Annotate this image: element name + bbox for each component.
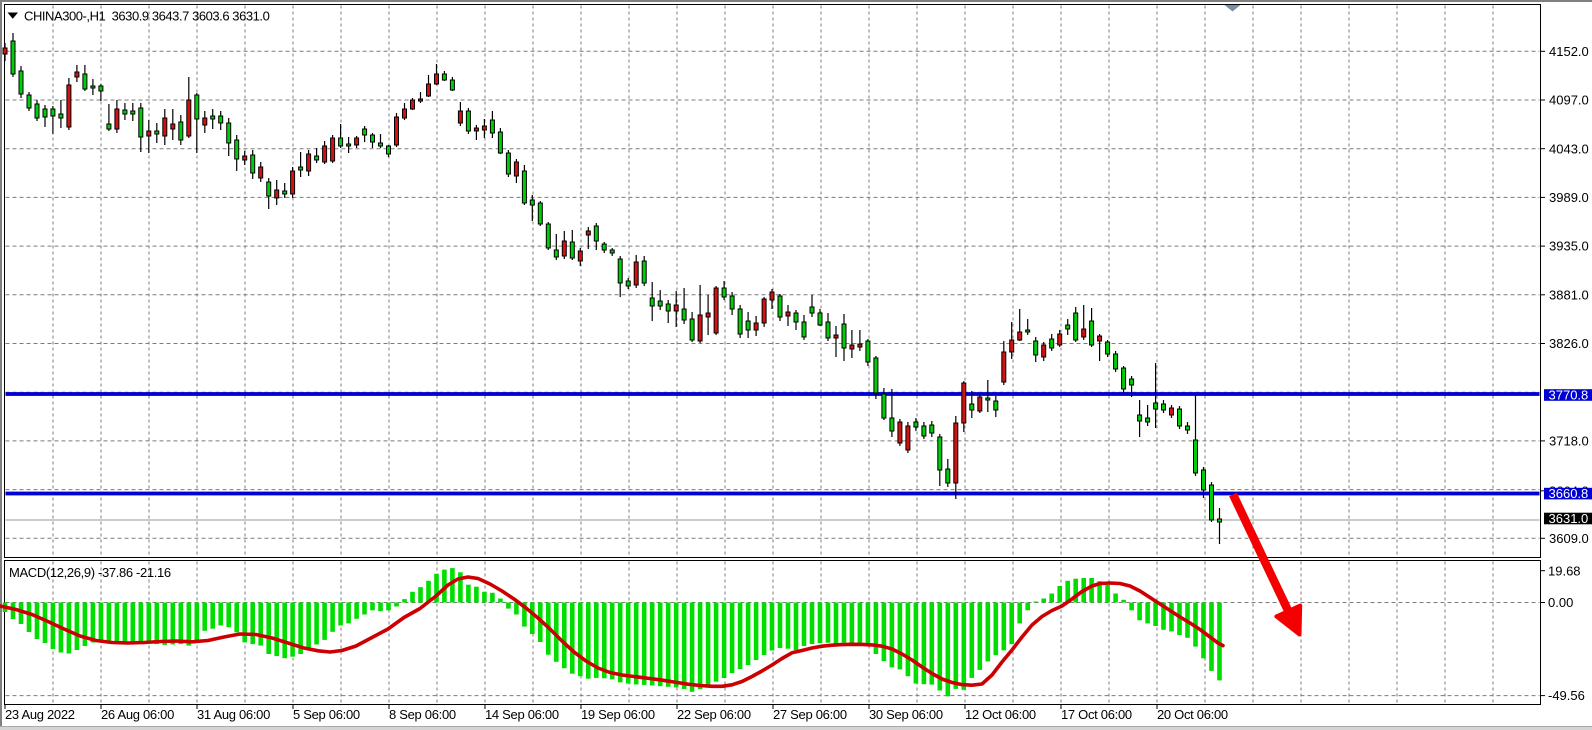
svg-text:MACD(12,26,9) -37.86 -21.16: MACD(12,26,9) -37.86 -21.16 bbox=[9, 565, 171, 580]
svg-text:3718.0: 3718.0 bbox=[1549, 434, 1589, 449]
svg-text:3881.0: 3881.0 bbox=[1549, 287, 1589, 302]
svg-text:22 Sep 06:00: 22 Sep 06:00 bbox=[677, 707, 751, 722]
svg-text:20 Oct 06:00: 20 Oct 06:00 bbox=[1157, 707, 1228, 722]
svg-text:23 Aug 2022: 23 Aug 2022 bbox=[5, 707, 75, 722]
svg-text:4043.0: 4043.0 bbox=[1549, 141, 1589, 156]
svg-text:4152.0: 4152.0 bbox=[1549, 44, 1589, 59]
svg-text:4097.0: 4097.0 bbox=[1549, 93, 1589, 108]
svg-text:3631.0: 3631.0 bbox=[1549, 511, 1589, 526]
svg-text:3609.0: 3609.0 bbox=[1549, 531, 1589, 546]
svg-text:31 Aug 06:00: 31 Aug 06:00 bbox=[197, 707, 270, 722]
svg-text:CHINA300-,H1 3630.9 3643.7 36: CHINA300-,H1 3630.9 3643.7 3603.6 3631.0 bbox=[24, 9, 270, 24]
svg-text:3826.0: 3826.0 bbox=[1549, 336, 1589, 351]
svg-text:14 Sep 06:00: 14 Sep 06:00 bbox=[485, 707, 559, 722]
svg-text:12 Oct 06:00: 12 Oct 06:00 bbox=[965, 707, 1036, 722]
svg-text:0.00: 0.00 bbox=[1548, 595, 1573, 610]
svg-text:19.68: 19.68 bbox=[1548, 563, 1581, 578]
svg-text:26 Aug 06:00: 26 Aug 06:00 bbox=[101, 707, 174, 722]
svg-text:17 Oct 06:00: 17 Oct 06:00 bbox=[1061, 707, 1132, 722]
svg-text:-49.56: -49.56 bbox=[1548, 688, 1585, 703]
svg-text:3989.0: 3989.0 bbox=[1549, 190, 1589, 205]
svg-text:8 Sep 06:00: 8 Sep 06:00 bbox=[389, 707, 456, 722]
svg-text:3770.8: 3770.8 bbox=[1549, 388, 1589, 403]
svg-text:27 Sep 06:00: 27 Sep 06:00 bbox=[773, 707, 847, 722]
svg-text:5 Sep 06:00: 5 Sep 06:00 bbox=[293, 707, 360, 722]
svg-text:3660.8: 3660.8 bbox=[1549, 486, 1589, 501]
svg-text:30 Sep 06:00: 30 Sep 06:00 bbox=[869, 707, 943, 722]
svg-text:19 Sep 06:00: 19 Sep 06:00 bbox=[581, 707, 655, 722]
svg-text:3935.0: 3935.0 bbox=[1549, 239, 1589, 254]
